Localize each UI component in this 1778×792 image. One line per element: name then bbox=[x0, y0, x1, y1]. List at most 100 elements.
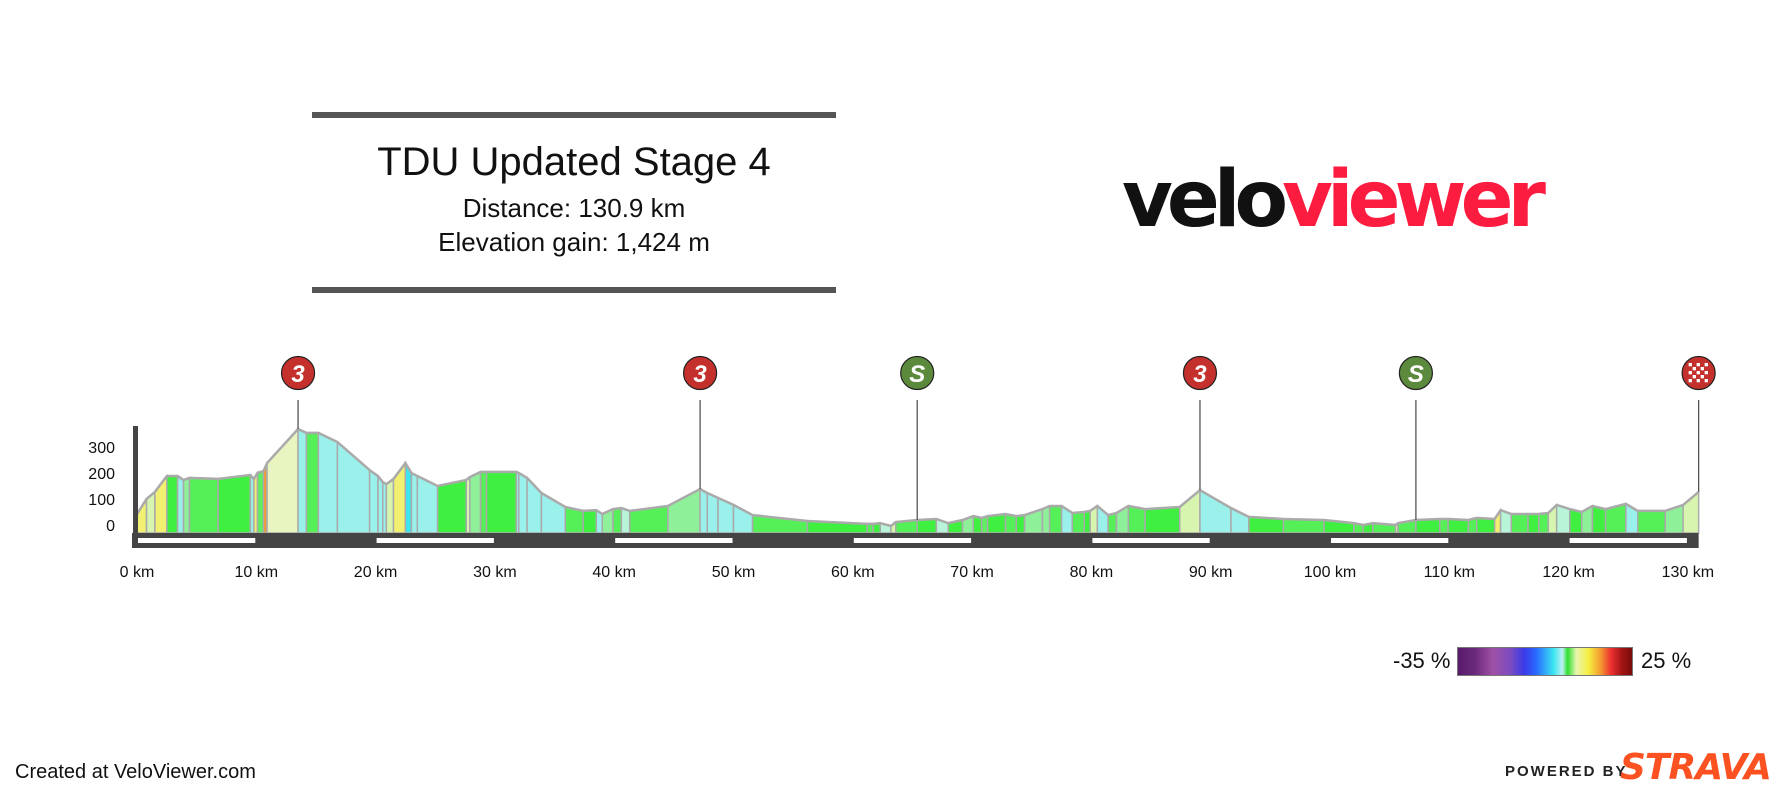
checker-square bbox=[1704, 363, 1708, 367]
distance-scale-stripe bbox=[853, 538, 972, 543]
checker-square bbox=[1704, 379, 1708, 383]
profile-segment bbox=[1071, 511, 1085, 534]
distance-scale-stripe bbox=[1331, 538, 1449, 543]
profile-segment bbox=[217, 474, 252, 534]
x-tick-label: 60 km bbox=[831, 564, 875, 581]
checker-square bbox=[1696, 363, 1700, 367]
distance-scale-stripe bbox=[138, 538, 256, 543]
marker-label: 3 bbox=[1193, 361, 1207, 388]
profile-segment bbox=[699, 487, 709, 534]
kom-marker-icon bbox=[280, 355, 316, 391]
kom-marker-icon bbox=[1182, 355, 1218, 391]
profile-segment bbox=[1041, 504, 1051, 534]
profile-segment bbox=[866, 523, 874, 534]
profile-segment bbox=[256, 470, 265, 534]
page-title: TDU Updated Stage 4 bbox=[377, 140, 771, 184]
x-tick-label: 100 km bbox=[1303, 564, 1357, 581]
profile-segment bbox=[136, 496, 148, 534]
profile-segment bbox=[188, 477, 219, 534]
x-tick-label: 90 km bbox=[1188, 564, 1233, 581]
profile-segment bbox=[1083, 510, 1091, 534]
checker-square bbox=[1704, 371, 1708, 375]
profile-segment bbox=[1015, 514, 1026, 534]
profile-segment bbox=[1475, 517, 1496, 534]
sprint-marker-icon bbox=[900, 355, 935, 391]
profile-segment bbox=[1439, 518, 1449, 534]
x-tick-label: 30 km bbox=[473, 564, 517, 581]
marker-label: S bbox=[909, 361, 925, 388]
x-tick-label: 0 km bbox=[119, 564, 155, 581]
y-tick-label: 200 bbox=[88, 466, 115, 483]
profile-segment bbox=[182, 476, 191, 534]
profile-segment bbox=[1527, 513, 1540, 534]
x-tick-label: 20 km bbox=[353, 564, 398, 581]
profile-segment bbox=[297, 427, 308, 534]
strava-logo: STRAVA bbox=[1620, 747, 1772, 788]
elevation-gain-text: Elevation gain: 1,424 m bbox=[438, 227, 710, 257]
distance-scale-stripe bbox=[615, 538, 733, 543]
checker-square bbox=[1688, 363, 1692, 367]
checker-square bbox=[1692, 375, 1696, 379]
profile-outline bbox=[135, 427, 1700, 528]
kom-marker-icon bbox=[682, 355, 718, 391]
powered-by-text: POWERED BY bbox=[1505, 763, 1628, 780]
marker-label: S bbox=[1408, 361, 1424, 388]
legend-min-label: -35 % bbox=[1393, 648, 1451, 673]
profile-segment bbox=[485, 471, 518, 534]
distance-text: Distance: 130.9 km bbox=[462, 193, 686, 223]
profile-segment bbox=[1199, 488, 1232, 534]
distance-scale-stripe bbox=[1569, 538, 1687, 543]
x-tick-label: 130 km bbox=[1661, 564, 1715, 581]
profile-segment bbox=[436, 479, 468, 534]
profile-segment bbox=[410, 471, 419, 534]
profile-segment bbox=[469, 470, 482, 534]
x-tick-label: 50 km bbox=[711, 564, 756, 581]
profile-segment bbox=[392, 460, 407, 534]
profile-segment bbox=[706, 491, 719, 534]
checker-square bbox=[1700, 375, 1704, 379]
profile-segment bbox=[1637, 510, 1666, 534]
checker-square bbox=[1688, 379, 1692, 383]
distance-scale-stripe bbox=[376, 538, 494, 543]
profile-segment bbox=[317, 431, 339, 534]
profile-segment bbox=[166, 475, 179, 534]
title-rule-top bbox=[312, 112, 836, 118]
profile-segment bbox=[1144, 506, 1181, 534]
profile-segment bbox=[305, 432, 320, 534]
x-tick-label: 40 km bbox=[592, 564, 636, 581]
profile-segment bbox=[1127, 505, 1146, 534]
profile-segment bbox=[1538, 512, 1550, 534]
x-tick-label: 10 km bbox=[234, 564, 279, 581]
title-rule-bottom bbox=[312, 287, 836, 293]
marker-label: 3 bbox=[693, 361, 707, 388]
logo-velo: velo bbox=[1122, 155, 1288, 245]
profile-segment bbox=[385, 477, 395, 534]
marker-label: 3 bbox=[291, 361, 305, 388]
profile-segment bbox=[368, 468, 379, 534]
logo-viewer: viewer bbox=[1282, 155, 1546, 245]
checker-square bbox=[1692, 367, 1696, 371]
profile-segment bbox=[176, 474, 185, 534]
profile-segment bbox=[582, 509, 598, 534]
legend-max-label: 25 % bbox=[1641, 648, 1692, 673]
x-tick-label: 70 km bbox=[950, 564, 994, 581]
y-tick-label: 100 bbox=[88, 492, 115, 509]
veloviewer-logo: veloviewer bbox=[1122, 160, 1546, 240]
checker-square bbox=[1696, 379, 1700, 383]
profile-segment bbox=[1178, 488, 1201, 534]
created-at-link[interactable]: Created at VeloViewer.com bbox=[15, 761, 256, 783]
profile-segment bbox=[667, 487, 701, 534]
profile-segment bbox=[612, 507, 623, 534]
profile-segment bbox=[479, 471, 488, 534]
x-tick-label: 110 km bbox=[1423, 564, 1475, 581]
y-tick-label: 0 bbox=[106, 518, 115, 535]
profile-segment bbox=[518, 471, 528, 534]
profile-segment bbox=[1591, 505, 1607, 534]
distance-scale-stripe bbox=[1092, 538, 1210, 543]
x-tick-label: 80 km bbox=[1069, 564, 1114, 581]
gradient-legend-bar bbox=[1457, 647, 1633, 676]
checker-square bbox=[1696, 371, 1700, 375]
profile-segment bbox=[1048, 505, 1063, 534]
sprint-marker-icon bbox=[1398, 355, 1433, 391]
